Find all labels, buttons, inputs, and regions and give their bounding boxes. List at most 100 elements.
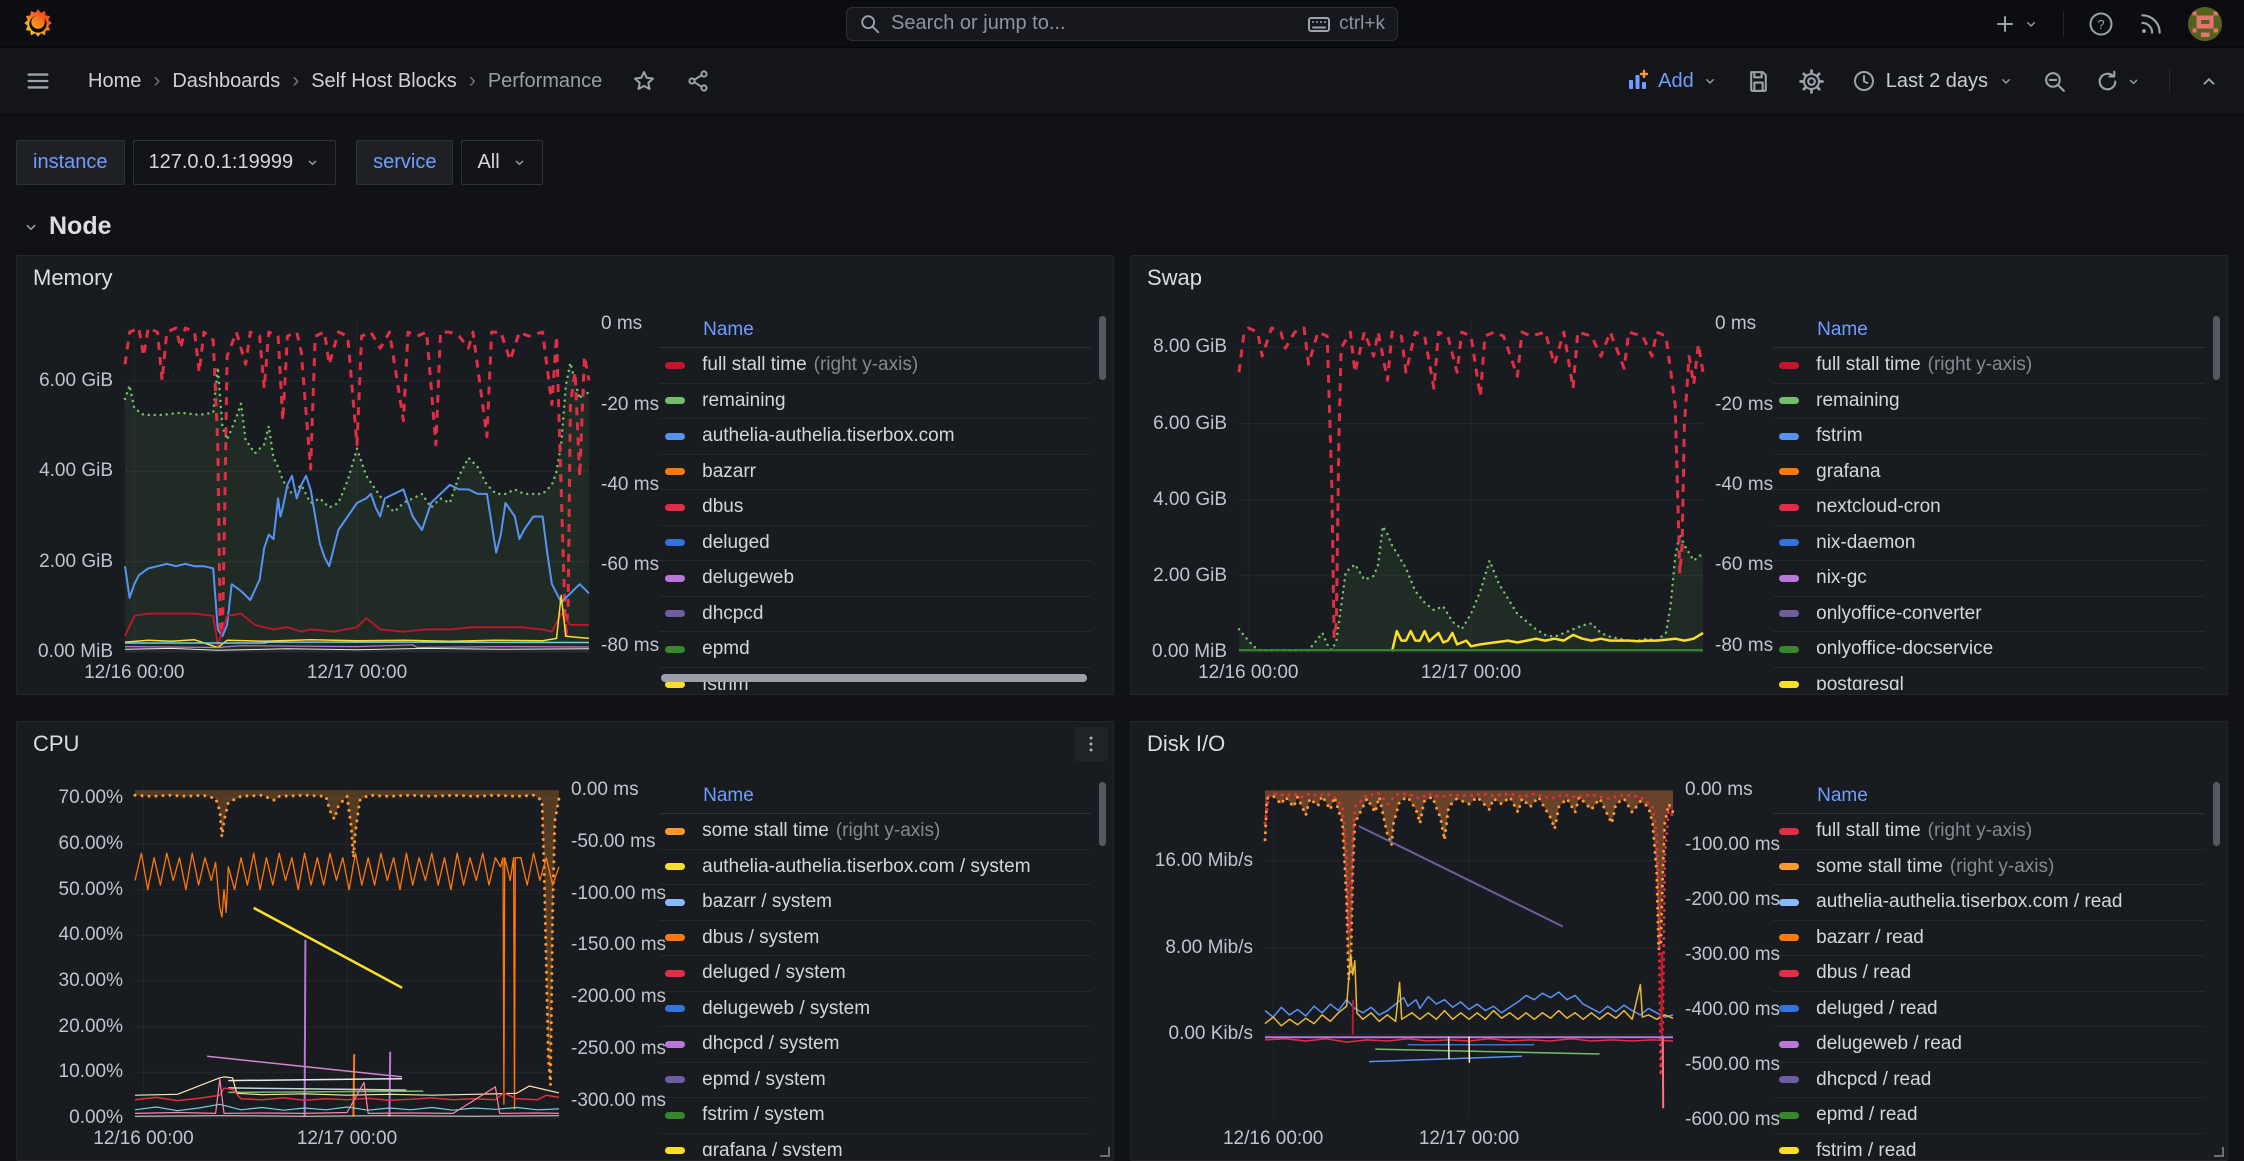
legend-row[interactable]: dbus / system — [659, 921, 1091, 956]
legend-row[interactable]: grafana — [1773, 455, 2205, 490]
legend-header[interactable]: Name — [1773, 778, 2205, 814]
series-label: some stall time — [1816, 855, 1943, 877]
new-button[interactable] — [1993, 12, 2039, 36]
legend-row[interactable]: remaining — [659, 384, 1091, 419]
user-avatar[interactable] — [2188, 6, 2222, 41]
legend-row[interactable]: authelia-authelia.tiserbox.com / read — [1773, 885, 2205, 921]
legend-row[interactable]: nextcloud-cron — [1773, 490, 2205, 526]
series-label-suffix: (right y-axis) — [813, 354, 919, 376]
zoom-out-button[interactable] — [2042, 69, 2067, 94]
legend-row[interactable]: epmd — [659, 632, 1091, 668]
row-title: Node — [49, 212, 112, 240]
series-color-swatch — [1779, 397, 1800, 405]
series-color-swatch — [1779, 1147, 1800, 1155]
legend-row[interactable]: deluged — [659, 526, 1091, 561]
series-color-swatch — [665, 1147, 686, 1155]
series-color-swatch — [665, 539, 686, 547]
menu-icon[interactable] — [24, 67, 52, 95]
legend-scrollbar-vertical[interactable] — [2213, 316, 2220, 380]
legend-row[interactable]: onlyoffice-docservice — [1773, 632, 2205, 668]
variable-instance-dropdown[interactable]: 127.0.0.1:19999 — [132, 140, 337, 185]
legend-row[interactable]: bazarr — [659, 455, 1091, 490]
grafana-logo[interactable] — [22, 8, 54, 40]
add-button[interactable]: Add — [1626, 69, 1718, 93]
series-label: authelia-authelia.tiserbox.com / system — [702, 855, 1031, 877]
legend-row[interactable]: authelia-authelia.tiserbox.com — [659, 419, 1091, 455]
variable-service-dropdown[interactable]: All — [461, 140, 543, 185]
legend-row[interactable]: dbus / read — [1773, 956, 2205, 992]
series-color-swatch — [665, 432, 686, 440]
series-label: full stall time — [1816, 820, 1921, 842]
legend-row[interactable]: fstrim — [1773, 419, 2205, 455]
panel-title[interactable]: Swap — [1147, 265, 1203, 290]
swap-chart[interactable]: 8.00 GiB 6.00 GiB 4.00 GiB 2.00 GiB 0.00 MiB… — [1139, 312, 1773, 690]
legend-row[interactable]: nix-daemon — [1773, 526, 2205, 561]
legend-row[interactable]: delugeweb / system — [659, 992, 1091, 1027]
legend-row[interactable]: some stall time (right y-axis) — [659, 814, 1091, 850]
panel-kebab-menu[interactable] — [1074, 727, 1108, 761]
legend-row[interactable]: deluged / read — [1773, 992, 2205, 1027]
panel-title[interactable]: Disk I/O — [1147, 731, 1226, 756]
legend-row[interactable]: dhcpcd / read — [1773, 1063, 2205, 1098]
legend-row[interactable]: bazarr / read — [1773, 921, 2205, 956]
news-icon[interactable] — [2138, 11, 2164, 37]
legend-scrollbar-vertical[interactable] — [2213, 782, 2220, 846]
legend-row[interactable]: epmd / read — [1773, 1098, 2205, 1134]
legend-row[interactable]: remaining — [1773, 384, 2205, 419]
collapse-toolbar-button[interactable] — [2198, 70, 2220, 92]
disk-io-legend: Name full stall time (right y-axis) some s… — [1773, 778, 2223, 1156]
legend-scrollbar-vertical[interactable] — [1099, 316, 1106, 380]
panel-title[interactable]: Memory — [33, 265, 113, 290]
save-button[interactable] — [1746, 69, 1771, 94]
legend-header[interactable]: Name — [659, 312, 1091, 348]
keyboard-icon — [1307, 12, 1331, 36]
search-bar[interactable]: Search or jump to... ctrl+k — [846, 6, 1398, 41]
series-label: fstrim — [1816, 425, 1863, 447]
legend-row[interactable]: epmd / system — [659, 1063, 1091, 1098]
legend-row[interactable]: onlyoffice-converter — [1773, 597, 2205, 632]
legend-row[interactable]: bazarr / system — [659, 885, 1091, 921]
legend-row[interactable]: fstrim / read — [1773, 1134, 2205, 1156]
series-label: grafana — [1816, 460, 1881, 482]
memory-chart[interactable]: 6.00 GiB 4.00 GiB 2.00 GiB 0.00 MiB 0 ms -20 … — [25, 312, 659, 690]
legend-row[interactable]: fstrim / system — [659, 1098, 1091, 1134]
chevron-down-icon — [515, 160, 523, 165]
legend-header[interactable]: Name — [659, 778, 1091, 814]
breadcrumb-separator: › — [153, 69, 161, 92]
help-button[interactable]: ? — [2088, 11, 2114, 37]
legend-row[interactable]: some stall time (right y-axis) — [1773, 850, 2205, 885]
legend-row[interactable]: dhcpcd / system — [659, 1027, 1091, 1063]
legend-row[interactable]: deluged / system — [659, 956, 1091, 992]
refresh-button[interactable] — [2095, 69, 2141, 94]
legend-row[interactable]: full stall time (right y-axis) — [1773, 814, 2205, 850]
legend-row[interactable]: dhcpcd — [659, 597, 1091, 632]
legend-row[interactable]: delugeweb — [659, 561, 1091, 597]
legend-scrollbar-horizontal[interactable] — [661, 674, 1087, 682]
breadcrumb-folder[interactable]: Self Host Blocks — [311, 69, 457, 92]
breadcrumb-home[interactable]: Home — [88, 69, 142, 92]
series-label-suffix: (right y-axis) — [1927, 354, 2033, 376]
legend-row[interactable]: full stall time (right y-axis) — [659, 348, 1091, 384]
time-range-picker[interactable]: Last 2 days — [1852, 69, 2014, 93]
share-button[interactable] — [686, 69, 710, 93]
settings-gear-icon[interactable] — [1798, 68, 1824, 94]
legend-row[interactable]: full stall time (right y-axis) — [1773, 348, 2205, 384]
legend-scrollbar-vertical[interactable] — [1099, 782, 1106, 846]
legend-row[interactable]: postgresql — [1773, 668, 2205, 690]
series-color-swatch — [1779, 681, 1800, 689]
legend-row[interactable]: dbus — [659, 490, 1091, 526]
breadcrumb-dashboards[interactable]: Dashboards — [172, 69, 281, 92]
legend-row[interactable]: delugeweb / read — [1773, 1027, 2205, 1063]
legend-row[interactable]: grafana / system — [659, 1134, 1091, 1156]
disk-io-chart[interactable]: 16.00 Mib/s 8.00 Mib/s 0.00 Kib/s 0.00 ms -1… — [1139, 778, 1780, 1156]
series-color-swatch — [1779, 969, 1800, 977]
legend-header[interactable]: Name — [1773, 312, 2205, 348]
series-color-swatch — [1779, 645, 1800, 653]
add-panel-icon — [1626, 69, 1650, 93]
favorite-star-button[interactable] — [632, 69, 656, 93]
row-node-toggle[interactable]: Node — [22, 212, 2244, 241]
panel-title[interactable]: CPU — [33, 731, 80, 756]
legend-row[interactable]: nix-gc — [1773, 561, 2205, 597]
legend-row[interactable]: authelia-authelia.tiserbox.com / system — [659, 850, 1091, 885]
cpu-chart[interactable]: 70.00% 60.00% 50.00% 40.00% 30.00% 20.00% 10.0… — [25, 778, 667, 1156]
